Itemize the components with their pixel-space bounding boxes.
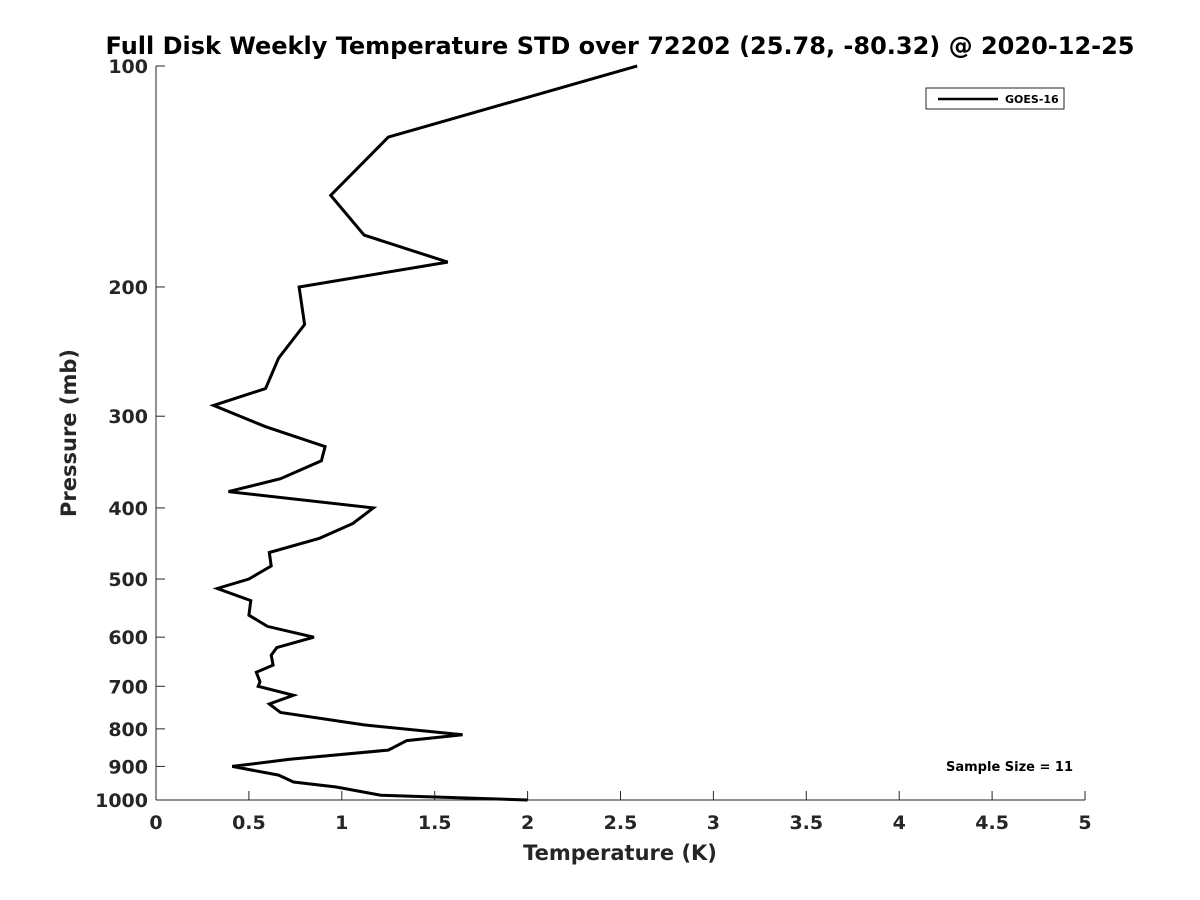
x-tick-label: 4.5 bbox=[975, 812, 1009, 834]
y-tick-label: 400 bbox=[108, 498, 148, 520]
x-axis-label: Temperature (K) bbox=[523, 841, 717, 865]
x-ticks: 0 0.5 1 1.5 2 2.5 3 3.5 4 4.5 5 bbox=[149, 791, 1092, 834]
x-tick-label: 1.5 bbox=[418, 812, 452, 834]
x-tick-label: 1 bbox=[335, 812, 348, 834]
y-tick-label: 200 bbox=[108, 277, 148, 299]
y-tick-label: 700 bbox=[108, 676, 148, 698]
y-ticks: 100 200 300 400 500 600 700 800 900 1000 bbox=[95, 56, 165, 812]
series-group bbox=[209, 64, 638, 802]
chart-title: Full Disk Weekly Temperature STD over 72… bbox=[106, 32, 1135, 60]
series-line-goes-16 bbox=[209, 64, 638, 802]
sample-size-annotation: Sample Size = 11 bbox=[946, 760, 1073, 775]
x-tick-label: 0.5 bbox=[232, 812, 266, 834]
y-tick-label: 100 bbox=[108, 56, 148, 78]
x-tick-label: 3.5 bbox=[789, 812, 823, 834]
x-tick-label: 2.5 bbox=[604, 812, 638, 834]
legend: GOES-16 bbox=[925, 87, 1065, 110]
x-tick-label: 2 bbox=[521, 812, 534, 834]
y-tick-label: 900 bbox=[108, 756, 148, 778]
legend-label-goes-16: GOES-16 bbox=[1005, 93, 1059, 106]
y-tick-label: 600 bbox=[108, 627, 148, 649]
y-tick-label: 1000 bbox=[95, 790, 148, 812]
y-tick-label: 500 bbox=[108, 569, 148, 591]
x-tick-label: 3 bbox=[707, 812, 720, 834]
y-tick-label: 800 bbox=[108, 719, 148, 741]
x-tick-label: 0 bbox=[149, 812, 162, 834]
y-tick-label: 300 bbox=[108, 406, 148, 428]
x-tick-label: 4 bbox=[893, 812, 906, 834]
x-tick-label: 5 bbox=[1078, 812, 1091, 834]
y-axis-label: Pressure (mb) bbox=[57, 349, 81, 517]
